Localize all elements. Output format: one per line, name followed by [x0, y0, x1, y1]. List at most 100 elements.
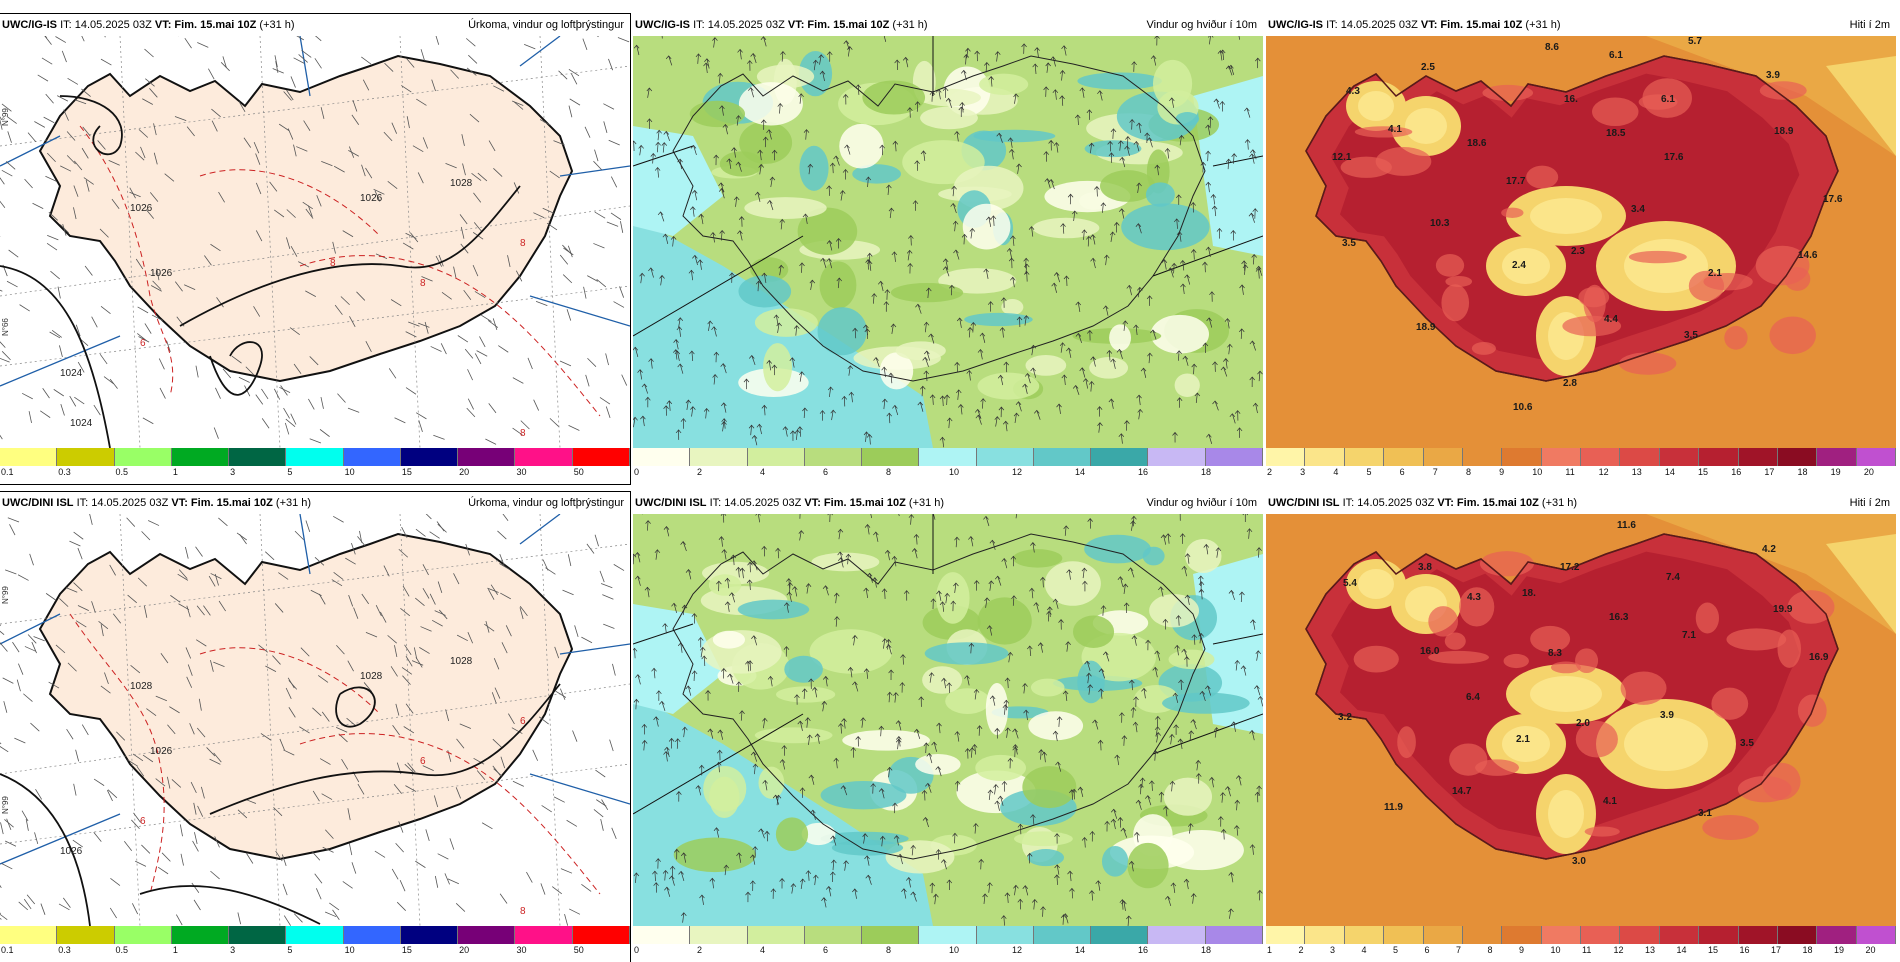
wind-speed-patch: [738, 275, 791, 307]
temperature-value: 18.9: [1416, 322, 1436, 333]
temperature-value: 3.1: [1698, 808, 1712, 819]
init-time: IT: 14.05.2025 03Z: [710, 497, 802, 509]
colorbar-segment: [1384, 926, 1423, 944]
colorbar-segment: [1463, 448, 1502, 466]
tick-label: 18: [1803, 945, 1813, 955]
colorbar-segment: [1778, 926, 1817, 944]
tick-label: 3: [1330, 945, 1335, 955]
colorbar-segment: [1502, 926, 1541, 944]
colorbar-segment: [57, 926, 114, 944]
colorbar-segment: [977, 448, 1034, 466]
tick-label: 4: [1333, 467, 1338, 477]
tick-label: 4: [760, 467, 765, 477]
temperature-patch: [1726, 628, 1786, 650]
colorbar-segment: [458, 448, 515, 466]
temperature-value: 8.6: [1545, 42, 1559, 53]
tick-label: 1: [173, 945, 178, 955]
colorbar-segment: [515, 926, 572, 944]
temperature-value: 3.5: [1342, 238, 1356, 249]
tick-label: 14: [1677, 945, 1687, 955]
temperature-value: 2.1: [1516, 734, 1530, 745]
isobar-label: 1026: [150, 746, 173, 757]
colorbar-segment: [1660, 926, 1699, 944]
tick-label: 2: [697, 467, 702, 477]
wind-speed-patch: [896, 341, 946, 360]
tick-label: 10: [345, 945, 355, 955]
wind-speed-patch: [784, 656, 823, 683]
wind-speed-patch: [674, 838, 756, 873]
temperature-patch: [1441, 284, 1469, 321]
tick-label: 10: [1532, 467, 1542, 477]
colorbar-segment: [515, 448, 572, 466]
panel-header: UWC/DINI ISL IT: 14.05.2025 03Z VT: Fim.…: [633, 492, 1263, 514]
temperature-value: 10.3: [1430, 218, 1450, 229]
colorbar-segment: [1266, 448, 1305, 466]
colorbar-segment: [344, 448, 401, 466]
colorbar-segment: [690, 448, 747, 466]
temperature-value: 14.7: [1452, 786, 1472, 797]
temperature-value: 18.6: [1467, 138, 1487, 149]
colorbar-segment: [1345, 926, 1384, 944]
wind-speed-patch: [1146, 182, 1175, 206]
temperature-value: 3.4: [1631, 204, 1645, 215]
isobar-label: 1028: [450, 178, 473, 189]
temperature-value: 17.2: [1560, 562, 1580, 573]
isotherm-label: 8: [520, 428, 526, 439]
colorbar-segment: [1502, 448, 1541, 466]
panel-header: UWC/IG-IS IT: 14.05.2025 03Z VT: Fim. 15…: [633, 14, 1263, 36]
tick-label: 10: [949, 467, 959, 477]
wind-speed-patch: [1084, 535, 1151, 564]
panel-precip-dini: UWC/DINI ISL IT: 14.05.2025 03Z VT: Fim.…: [0, 492, 630, 962]
init-time: IT: 14.05.2025 03Z: [77, 497, 169, 509]
isobar-label: 1028: [130, 681, 153, 692]
valid-label: VT:: [804, 497, 821, 509]
temperature-patch: [1526, 166, 1558, 189]
temperature-patch: [1592, 97, 1638, 126]
tick-label: 50: [574, 945, 584, 955]
colorbar-segment: [1739, 926, 1778, 944]
tick-label: 13: [1645, 945, 1655, 955]
wind-speed-patch: [1073, 615, 1114, 647]
temperature-value: 4.1: [1388, 124, 1402, 135]
temperature-value: 6.1: [1661, 94, 1675, 105]
latitude-label: N°99: [1, 796, 10, 814]
temperature-value: 17.6: [1823, 194, 1843, 205]
wind-speed-patch: [1160, 830, 1244, 870]
colorbar-segment: [1424, 926, 1463, 944]
temperature-patch: [1724, 326, 1747, 350]
wind-speed-patch: [979, 74, 1028, 95]
temperature-value: 19.9: [1773, 604, 1793, 615]
wind-speed-patch: [1001, 299, 1023, 315]
tick-label: 5: [287, 467, 292, 477]
colorbar-segment: [1620, 926, 1659, 944]
tick-label: 15: [1708, 945, 1718, 955]
tick-label: 15: [402, 945, 412, 955]
temperature-value: 11.9: [1384, 802, 1403, 813]
colorbar-segment: [805, 448, 862, 466]
colorbar-segment: [1778, 448, 1817, 466]
temperature-value: 4.3: [1346, 86, 1360, 97]
tick-label: 50: [574, 467, 584, 477]
colorbar-segment: [1266, 926, 1305, 944]
wind-speed-patch: [978, 597, 1032, 644]
colorbar-segment: [1305, 448, 1344, 466]
model-name: UWC/DINI ISL: [2, 497, 74, 509]
tick-label: 5: [1393, 945, 1398, 955]
isobar-label: 1026: [130, 203, 153, 214]
tick-label: 18: [1201, 945, 1211, 955]
isobar-label: 1026: [150, 268, 173, 279]
wind-speed-patch: [978, 373, 1040, 400]
isotherm-label: 6: [140, 338, 146, 349]
wind-speed-patch: [820, 261, 857, 308]
temperature-patch: [1397, 726, 1416, 758]
colorbar: [0, 448, 630, 466]
tick-label: 3: [230, 945, 235, 955]
panel-wind-dini: UWC/DINI ISL IT: 14.05.2025 03Z VT: Fim.…: [633, 492, 1263, 962]
wind-map: [633, 514, 1263, 926]
wind-speed-patch: [920, 107, 978, 130]
colorbar-segment: [690, 926, 747, 944]
tick-label: 11: [1582, 945, 1591, 955]
wind-speed-patch: [739, 82, 803, 125]
tick-label: 8: [1466, 467, 1471, 477]
